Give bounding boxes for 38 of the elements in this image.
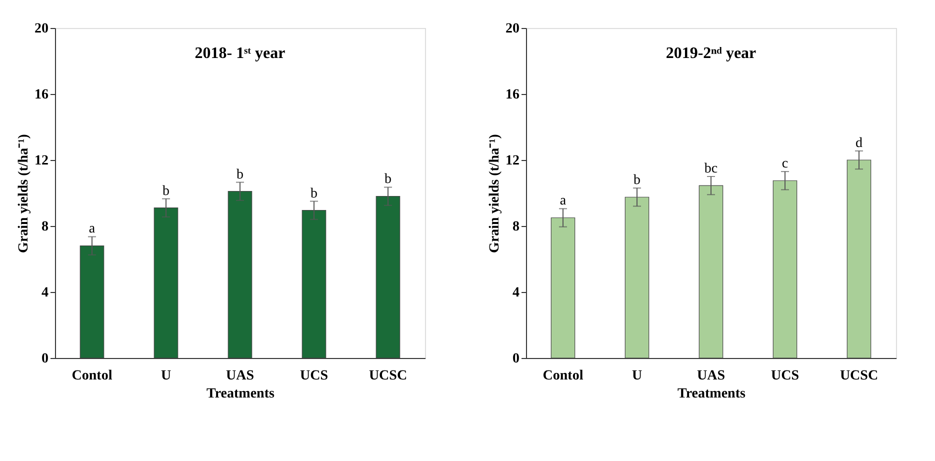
annotation: c — [782, 156, 788, 172]
annotation: b — [310, 186, 318, 202]
y-tick-label: 16 — [506, 88, 520, 102]
annotation: bc — [704, 162, 718, 176]
x-axis-title: Treatments — [206, 386, 275, 402]
annotation: d — [856, 136, 862, 151]
x-tick-label: UCS — [770, 368, 800, 384]
annotation: b — [634, 173, 640, 188]
y-tick-label: 0 — [42, 352, 48, 366]
text: 2018- 1ˢᵗ year — [194, 45, 286, 62]
x-tick-label: UAS — [696, 368, 726, 384]
x-tick-label: Contol — [72, 368, 112, 384]
x-tick-label: U — [632, 368, 642, 384]
x-tick-label: UAS — [226, 368, 254, 384]
y-tick-label: 4 — [42, 286, 48, 300]
y-axis-title: Grain yields (t/ha⁻¹) — [488, 134, 502, 253]
x-tick-label: UCSC — [840, 368, 878, 384]
y-tick-label: 8 — [42, 220, 48, 234]
x-axis-title: Treatments — [678, 386, 746, 402]
y-tick-label: 4 — [512, 286, 520, 300]
x-tick-label: UCSC — [368, 368, 408, 384]
x-tick-label: UCS — [300, 368, 328, 384]
y-tick-label: 20 — [34, 22, 48, 36]
x-tick-label: Contol — [542, 368, 584, 384]
y-axis-title: Grain yields (t/ha⁻¹) — [16, 134, 32, 253]
annotation: a — [88, 222, 96, 237]
text: 2019-2ⁿᵈ year — [666, 45, 756, 62]
y-tick-label: 0 — [512, 352, 520, 366]
y-tick-label: 12 — [34, 154, 48, 168]
y-tick-label: 12 — [506, 154, 520, 168]
y-tick-label: 20 — [506, 22, 520, 36]
annotation: a — [560, 194, 567, 209]
annotation: b — [162, 184, 170, 199]
annotation: b — [384, 172, 392, 188]
x-tick-label: U — [160, 368, 172, 384]
annotation: b — [236, 167, 244, 182]
y-tick-label: 16 — [34, 88, 48, 102]
y-tick-label: 8 — [512, 220, 520, 234]
